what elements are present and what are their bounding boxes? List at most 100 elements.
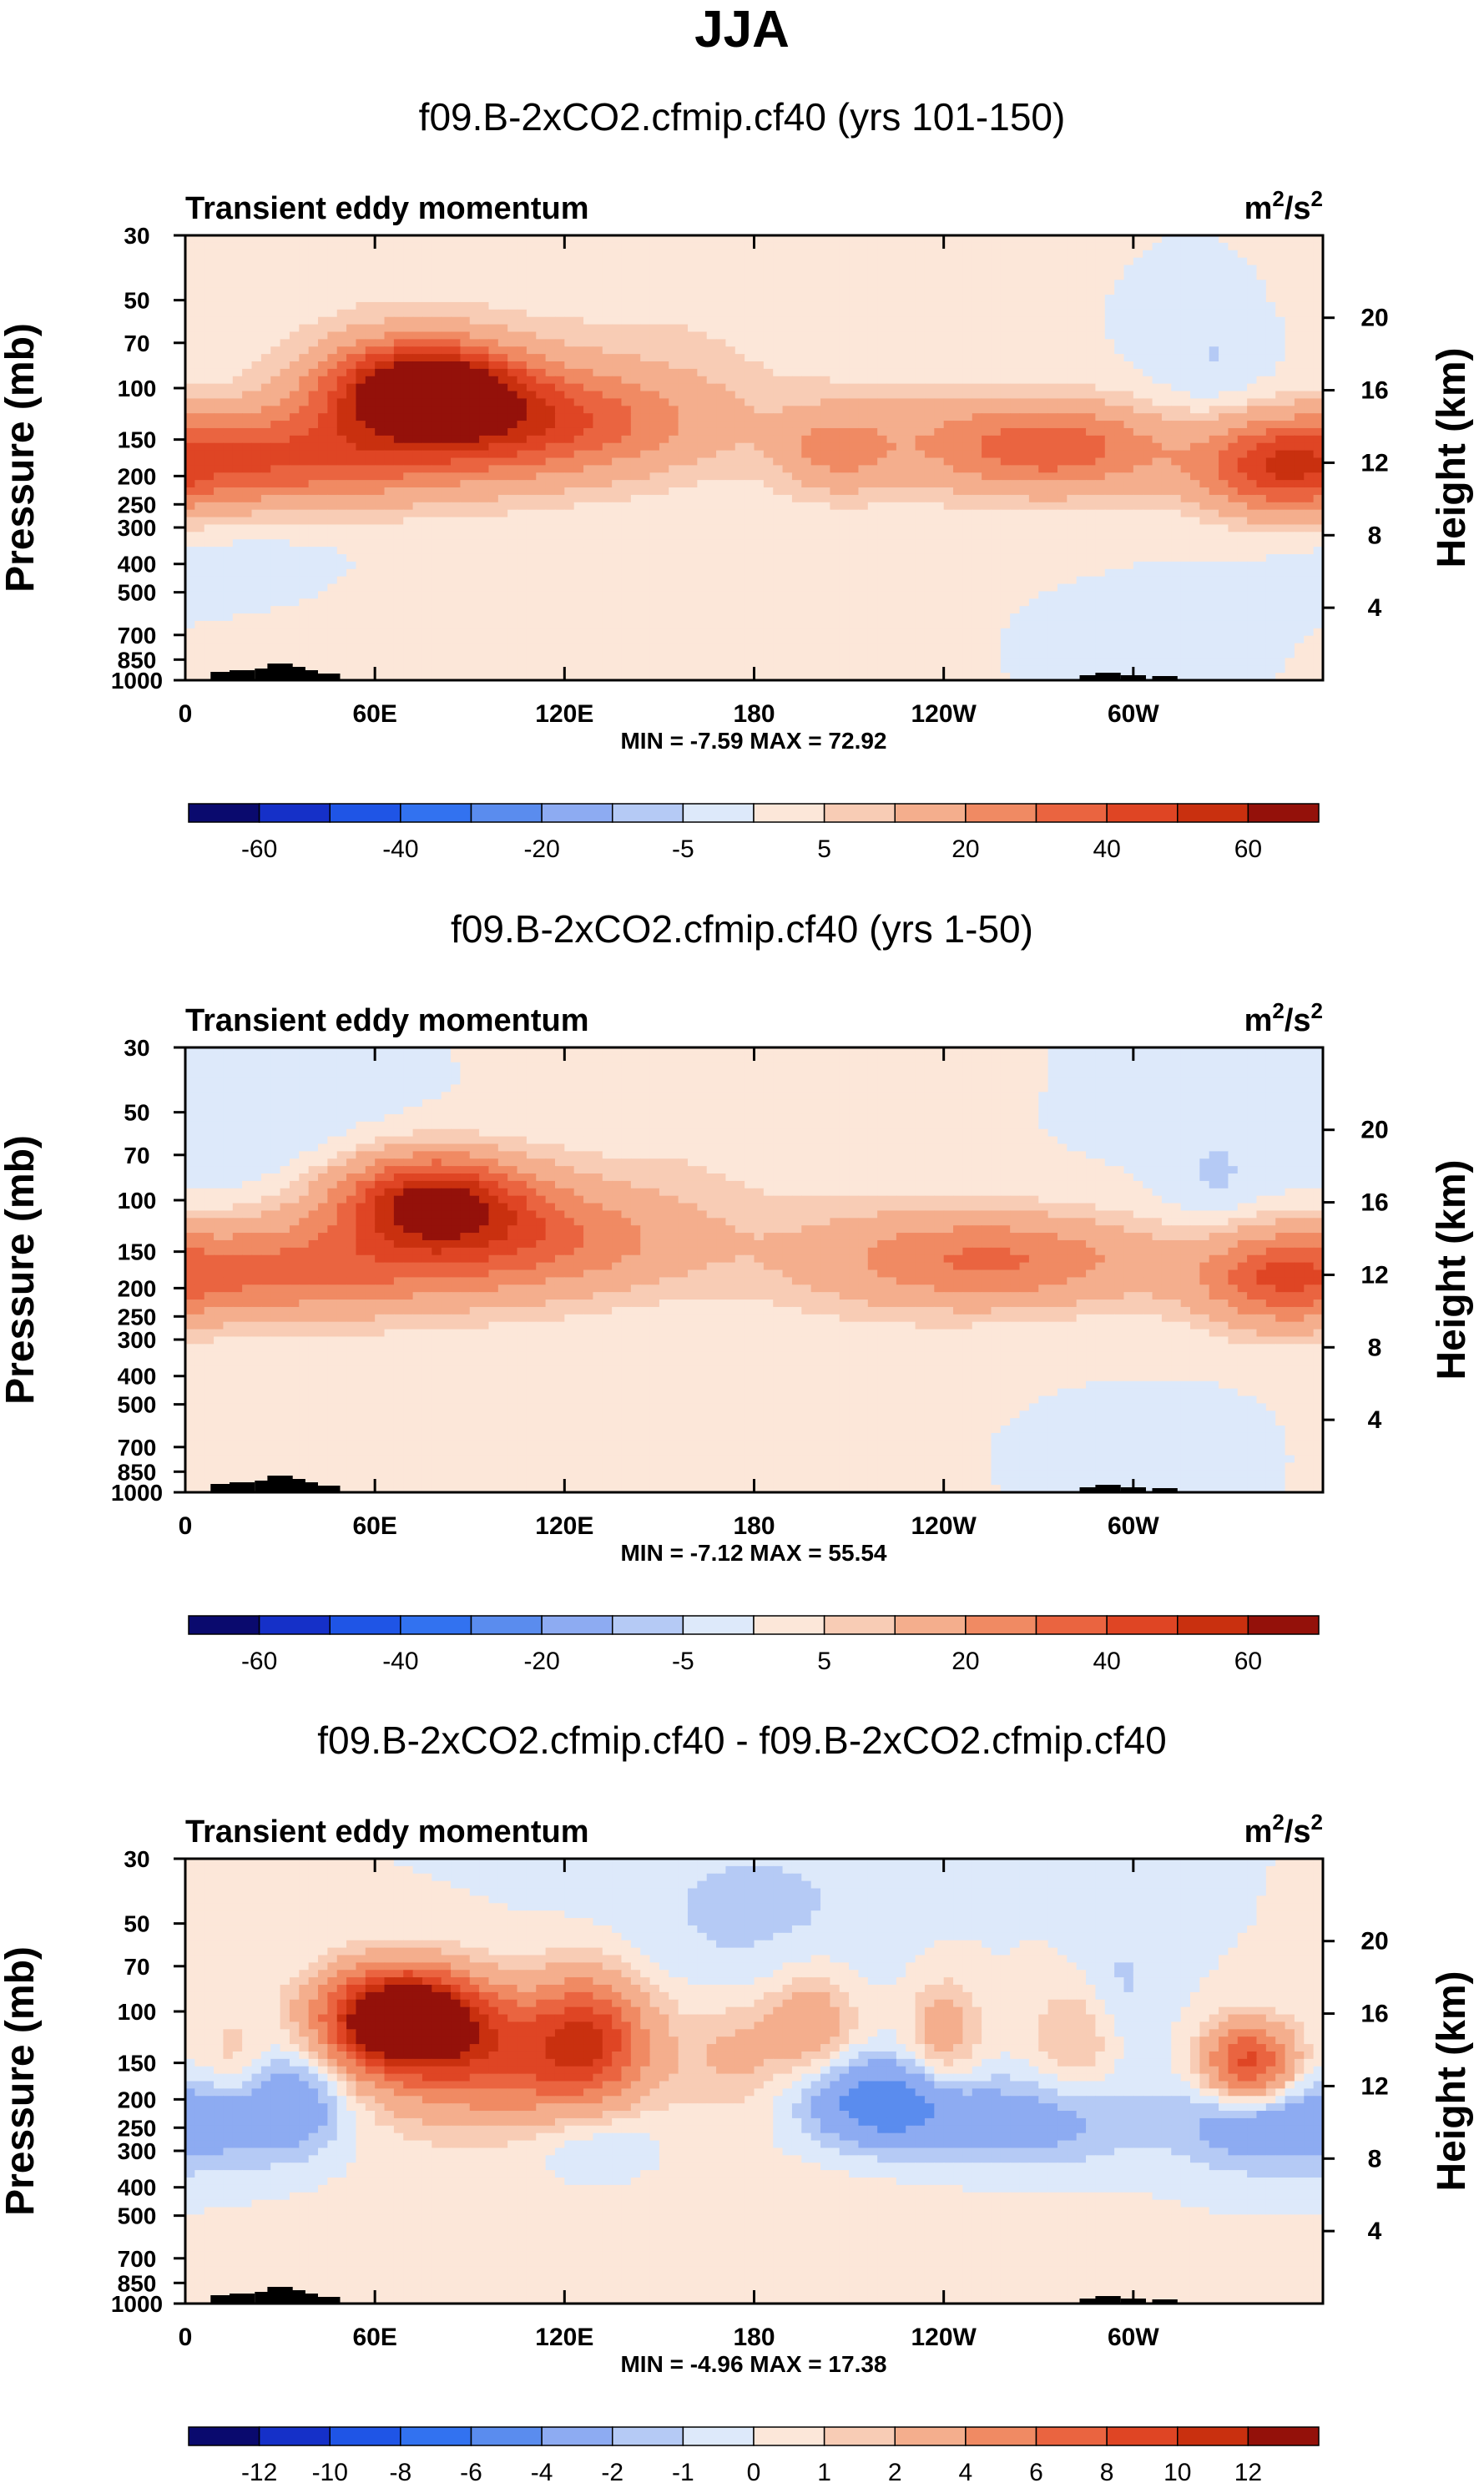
field-cell bbox=[707, 272, 717, 280]
field-cell bbox=[669, 325, 679, 332]
field-cell bbox=[697, 280, 707, 287]
field-cell bbox=[1162, 295, 1172, 302]
field-cell bbox=[422, 302, 432, 310]
field-cell bbox=[403, 272, 413, 280]
field-cell bbox=[1153, 287, 1163, 295]
field-cell bbox=[536, 265, 546, 273]
field-cell bbox=[194, 317, 204, 325]
field-cell bbox=[650, 243, 660, 250]
field-cell bbox=[346, 295, 356, 302]
field-cell bbox=[1067, 272, 1077, 280]
field-cell bbox=[555, 272, 565, 280]
field-cell bbox=[858, 272, 868, 280]
field-cell bbox=[479, 258, 489, 265]
field-cell bbox=[470, 243, 480, 250]
field-cell bbox=[1171, 272, 1181, 280]
field-cell bbox=[830, 280, 840, 287]
field-cell bbox=[470, 317, 480, 325]
field-cell bbox=[896, 295, 906, 302]
field-cell bbox=[1256, 258, 1266, 265]
field-cell bbox=[1199, 243, 1209, 250]
field-cell bbox=[877, 302, 887, 310]
field-cell bbox=[1256, 250, 1266, 258]
field-cell bbox=[1247, 287, 1257, 295]
field-cell bbox=[1238, 310, 1248, 317]
field-cell bbox=[375, 265, 385, 273]
field-cell bbox=[896, 258, 906, 265]
field-cell bbox=[583, 243, 593, 250]
field-cell bbox=[290, 331, 300, 339]
field-cell bbox=[792, 258, 802, 265]
field-cell bbox=[1020, 243, 1030, 250]
field-cell bbox=[1295, 250, 1305, 258]
field-cell bbox=[1228, 295, 1238, 302]
field-cell bbox=[1266, 258, 1276, 265]
field-cell bbox=[991, 243, 1001, 250]
field-cell bbox=[451, 295, 461, 302]
field-cell bbox=[1228, 317, 1238, 325]
field-cell bbox=[460, 280, 470, 287]
field-cell bbox=[1114, 265, 1124, 273]
field-cell bbox=[858, 325, 868, 332]
field-cell bbox=[1209, 265, 1219, 273]
field-cell bbox=[252, 295, 262, 302]
field-cell bbox=[707, 243, 717, 250]
field-cell bbox=[925, 325, 935, 332]
field-cell bbox=[432, 325, 442, 332]
field-cell bbox=[1001, 250, 1011, 258]
field-cell bbox=[1285, 325, 1295, 332]
field-cell bbox=[1171, 265, 1181, 273]
field-cell bbox=[1067, 265, 1077, 273]
field-cell bbox=[659, 310, 669, 317]
field-cell bbox=[270, 325, 280, 332]
field-cell bbox=[583, 280, 593, 287]
field-cell bbox=[972, 258, 982, 265]
field-cell bbox=[299, 272, 309, 280]
field-cell bbox=[887, 272, 897, 280]
field-cell bbox=[840, 295, 850, 302]
field-cell bbox=[564, 287, 574, 295]
field-cell bbox=[261, 258, 271, 265]
field-cell bbox=[1048, 280, 1058, 287]
field-cell bbox=[375, 272, 385, 280]
field-cell bbox=[830, 331, 840, 339]
field-cell bbox=[877, 325, 887, 332]
field-cell bbox=[413, 325, 423, 332]
field-cell bbox=[877, 265, 887, 273]
field-cell bbox=[725, 265, 735, 273]
field-cell bbox=[1038, 302, 1048, 310]
field-cell bbox=[442, 325, 452, 332]
field-cell bbox=[755, 310, 765, 317]
panels: f09.B-2xCO2.cfmip.cf40 (yrs 101-150)Tran… bbox=[0, 95, 1474, 2483]
field-cell bbox=[432, 310, 442, 317]
field-cell bbox=[659, 295, 669, 302]
field-cell bbox=[1256, 287, 1266, 295]
field-cell bbox=[697, 258, 707, 265]
field-cell bbox=[185, 325, 195, 332]
field-cell bbox=[214, 302, 224, 310]
field-cell bbox=[1247, 325, 1257, 332]
field-cell bbox=[498, 331, 508, 339]
field-cell bbox=[1238, 243, 1248, 250]
field-cell bbox=[1219, 272, 1229, 280]
field-cell bbox=[650, 317, 660, 325]
field-cell bbox=[488, 272, 498, 280]
field-cell bbox=[252, 280, 262, 287]
field-cell bbox=[688, 243, 698, 250]
field-cell bbox=[991, 302, 1001, 310]
field-cell bbox=[896, 325, 906, 332]
field-cell bbox=[1133, 325, 1143, 332]
field-cell bbox=[1219, 265, 1229, 273]
field-cell bbox=[1256, 265, 1266, 273]
field-cell bbox=[261, 265, 271, 273]
field-cell bbox=[536, 310, 546, 317]
field-cell bbox=[346, 287, 356, 295]
field-cell bbox=[659, 302, 669, 310]
field-cell bbox=[916, 302, 926, 310]
field-cell bbox=[659, 287, 669, 295]
field-cell bbox=[1162, 243, 1172, 250]
field-cell bbox=[1048, 295, 1058, 302]
field-cell bbox=[1190, 295, 1200, 302]
field-cell bbox=[830, 302, 840, 310]
field-cell bbox=[261, 295, 271, 302]
